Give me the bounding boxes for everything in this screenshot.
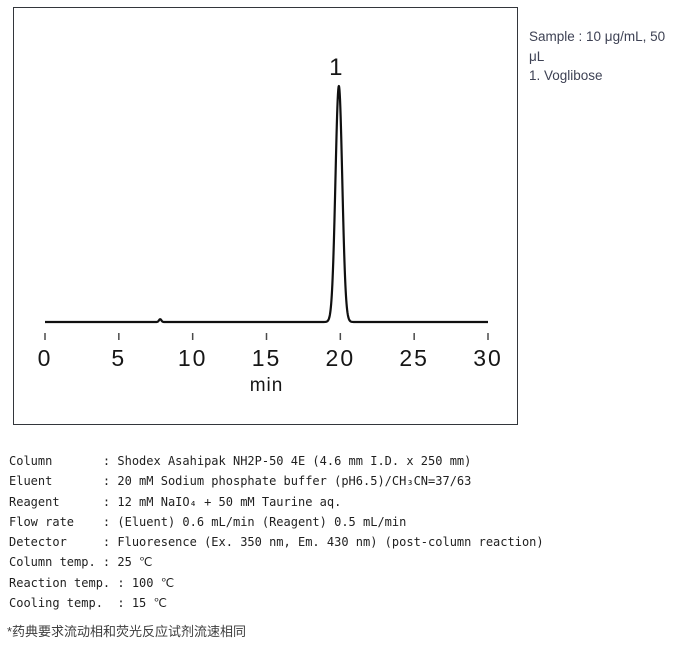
chromatogram-trace <box>44 84 489 324</box>
condition-line-7: Cooling temp. : 15 ℃ <box>9 596 167 611</box>
sample-legend: Sample : 10 μg/mL, 50 μL 1. Voglibose <box>529 27 679 86</box>
x-tick-label: 20 <box>326 345 356 371</box>
condition-line-3: Flow rate : (Eluent) 0.6 mL/min (Reagent… <box>9 514 407 529</box>
condition-line-5: Column temp. : 25 ℃ <box>9 555 153 570</box>
x-tick-label: 5 <box>111 345 126 371</box>
condition-line-0: Column : Shodex Asahipak NH2P-50 4E (4.6… <box>9 454 472 468</box>
footnote: *药典要求流动相和荧光反应试剂流速相同 <box>7 624 247 639</box>
analysis-conditions: Column : Shodex Asahipak NH2P-50 4E (4.6… <box>9 451 544 613</box>
x-tick-label: 0 <box>38 345 53 371</box>
sample-info: Sample : 10 μg/mL, 50 μL <box>529 29 666 64</box>
condition-line-1: Eluent : 20 mM Sodium phosphate buffer (… <box>9 474 472 489</box>
chromatogram-chart: 0 5 10 15 20 25 30 min 1 <box>38 54 503 396</box>
condition-line-2: Reagent : 12 mM NaIO₄ + 50 mM Taurine aq… <box>9 494 342 509</box>
condition-line-6: Reaction temp. : 100 ℃ <box>9 575 175 590</box>
x-axis-label: min <box>250 375 284 396</box>
chromatogram-panel: 0 5 10 15 20 25 30 min 1 <box>13 7 518 425</box>
x-tick-label: 25 <box>399 345 429 371</box>
x-tick-label: 15 <box>252 345 282 371</box>
x-tick-label: 30 <box>473 345 503 371</box>
peak-annotation-1: 1 <box>329 54 342 81</box>
x-tick-label: 10 <box>178 345 208 371</box>
analyte-label: 1. Voglibose <box>529 68 603 83</box>
condition-line-4: Detector : Fluoresence (Ex. 350 nm, Em. … <box>9 535 544 550</box>
